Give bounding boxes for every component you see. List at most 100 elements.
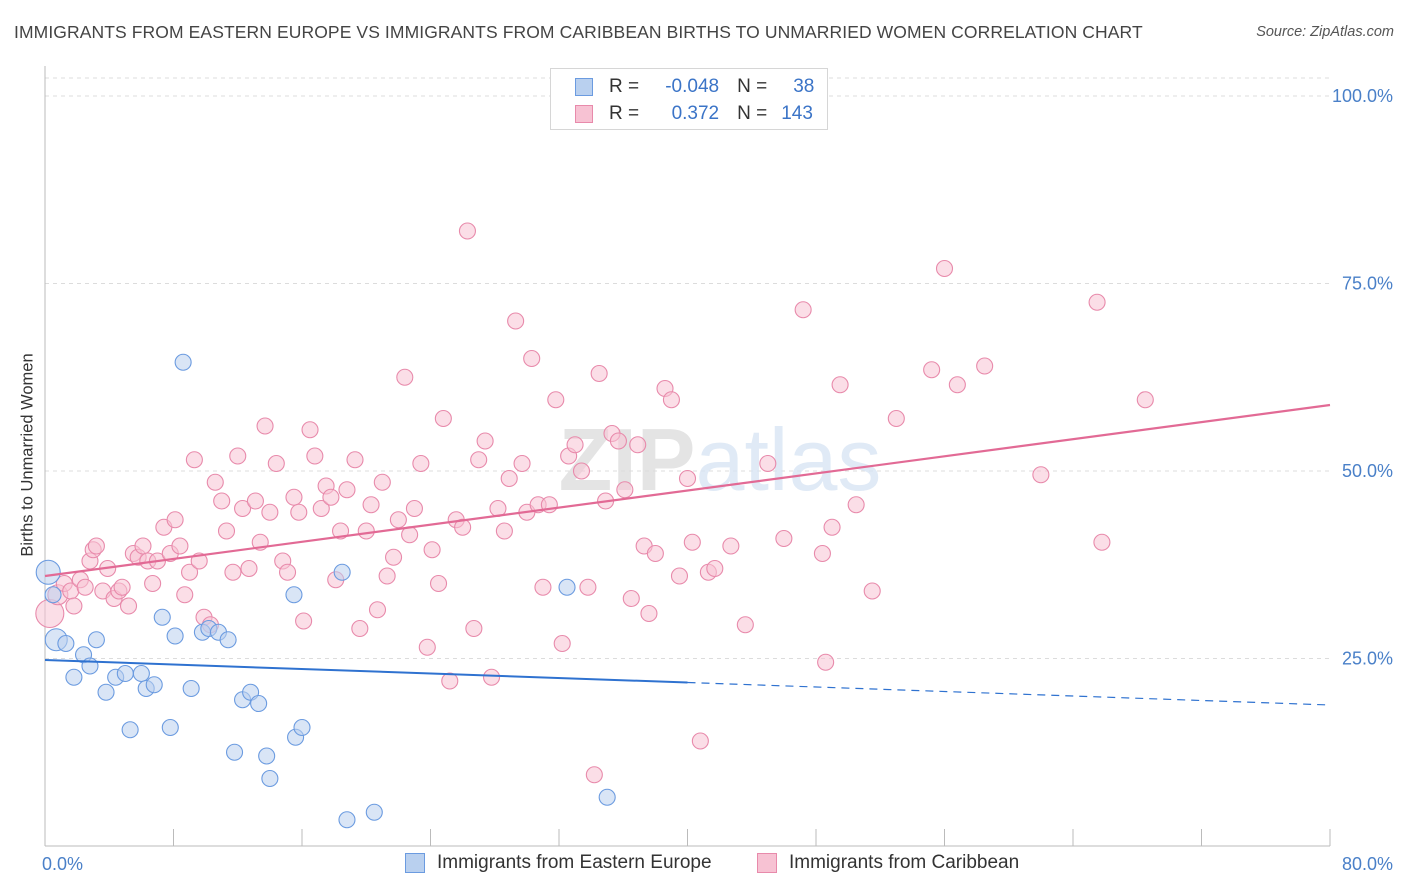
legend-n-label: N =	[737, 76, 768, 97]
legend-swatch-blue	[575, 78, 593, 96]
eastern-europe-points	[35, 353, 616, 829]
watermark-text: ZIPatlas	[559, 410, 882, 509]
data-point-caribbean	[76, 578, 94, 596]
trend-line-eastern-europe-extension	[687, 681, 1331, 706]
data-point-eastern-europe	[116, 664, 134, 683]
data-point-eastern-europe	[121, 721, 139, 739]
data-point-caribbean	[470, 451, 488, 469]
series-legend: Immigrants from Eastern Europe Immigrant…	[0, 850, 1406, 880]
data-point-eastern-europe	[365, 803, 383, 821]
data-point-caribbean	[813, 544, 831, 563]
legend-n-label: N =	[737, 103, 768, 124]
data-point-caribbean	[396, 368, 414, 386]
data-point-eastern-europe	[261, 769, 279, 788]
data-point-caribbean	[500, 469, 518, 488]
data-point-caribbean	[523, 349, 541, 368]
data-point-caribbean	[234, 499, 252, 518]
data-point-caribbean	[948, 376, 966, 394]
series-legend-caribbean: Immigrants from Caribbean	[757, 852, 1019, 874]
data-point-caribbean	[385, 548, 403, 566]
data-point-caribbean	[351, 619, 369, 638]
data-point-caribbean	[640, 604, 658, 623]
legend-r-label: R =	[609, 103, 640, 124]
data-point-caribbean	[1032, 466, 1050, 484]
data-point-eastern-europe	[161, 718, 179, 737]
data-point-caribbean	[113, 578, 131, 596]
chart-title: IMMIGRANTS FROM EASTERN EUROPE VS IMMIGR…	[14, 22, 1143, 42]
data-point-caribbean	[306, 447, 324, 465]
data-point-eastern-europe	[97, 683, 115, 701]
data-point-caribbean	[144, 574, 162, 593]
data-point-eastern-europe	[44, 586, 62, 604]
data-point-eastern-europe	[558, 578, 576, 596]
data-point-caribbean	[736, 616, 754, 634]
legend-n-value: 38	[793, 76, 815, 97]
series-swatch-blue	[405, 853, 425, 873]
legend-swatch-pink	[575, 105, 593, 123]
data-point-caribbean	[831, 376, 849, 394]
data-point-caribbean	[412, 454, 430, 473]
data-point-caribbean	[823, 518, 841, 536]
data-point-caribbean	[229, 447, 247, 465]
data-point-caribbean	[887, 409, 905, 428]
data-point-eastern-europe	[333, 563, 351, 581]
data-point-caribbean	[817, 653, 835, 671]
data-point-eastern-europe	[145, 676, 163, 694]
data-point-caribbean	[775, 529, 793, 548]
y-tick-label: 75.0%	[1342, 274, 1393, 294]
data-point-caribbean	[662, 391, 680, 409]
data-point-caribbean	[566, 436, 584, 454]
data-point-caribbean	[553, 634, 571, 653]
data-point-caribbean	[579, 578, 597, 596]
data-point-caribbean	[65, 597, 83, 615]
data-point-caribbean	[224, 563, 242, 581]
data-point-caribbean	[171, 537, 189, 555]
legend-row-caribbean: R = 0.372 N = 143	[575, 101, 813, 127]
data-point-caribbean	[585, 766, 603, 784]
data-point-caribbean	[429, 574, 448, 593]
data-point-eastern-europe	[87, 631, 105, 649]
data-point-caribbean	[312, 499, 330, 518]
data-point-caribbean	[590, 364, 608, 383]
data-point-eastern-europe	[35, 559, 61, 585]
data-point-caribbean	[678, 469, 697, 488]
data-point-caribbean	[1093, 533, 1111, 551]
caribbean-points	[35, 222, 1154, 784]
y-tick-label: 100.0%	[1332, 86, 1393, 106]
data-point-caribbean	[176, 586, 194, 604]
series-swatch-pink	[757, 853, 777, 873]
data-point-caribbean	[794, 301, 812, 319]
data-point-caribbean	[976, 357, 994, 375]
data-point-caribbean	[246, 492, 264, 510]
data-point-eastern-europe	[174, 353, 192, 371]
legend-r-label: R =	[609, 76, 640, 97]
data-point-caribbean	[301, 421, 319, 439]
data-point-caribbean	[847, 496, 865, 514]
data-point-caribbean	[331, 522, 350, 540]
data-point-caribbean	[418, 638, 436, 656]
data-point-caribbean	[534, 578, 552, 596]
data-point-caribbean	[465, 619, 483, 638]
data-point-caribbean	[476, 432, 494, 450]
data-point-eastern-europe	[153, 608, 171, 626]
data-point-caribbean	[923, 361, 941, 379]
data-point-caribbean	[389, 511, 407, 529]
data-point-caribbean	[507, 312, 525, 330]
data-point-caribbean	[295, 612, 313, 630]
data-point-caribbean	[338, 481, 356, 499]
data-point-caribbean	[368, 601, 387, 619]
data-point-caribbean	[863, 582, 881, 600]
data-point-caribbean	[119, 597, 138, 615]
data-point-caribbean	[646, 544, 664, 563]
data-point-caribbean	[217, 522, 236, 540]
data-point-caribbean	[495, 522, 513, 540]
data-point-caribbean	[935, 259, 954, 278]
data-point-caribbean	[87, 537, 105, 555]
series-label: Immigrants from Caribbean	[789, 852, 1020, 873]
data-point-caribbean	[405, 499, 423, 518]
data-point-eastern-europe	[219, 631, 237, 649]
data-point-caribbean	[622, 589, 640, 608]
watermark: ZIPatlas	[559, 410, 882, 509]
data-point-caribbean	[378, 567, 396, 585]
legend-r-value: 0.372	[671, 103, 720, 124]
